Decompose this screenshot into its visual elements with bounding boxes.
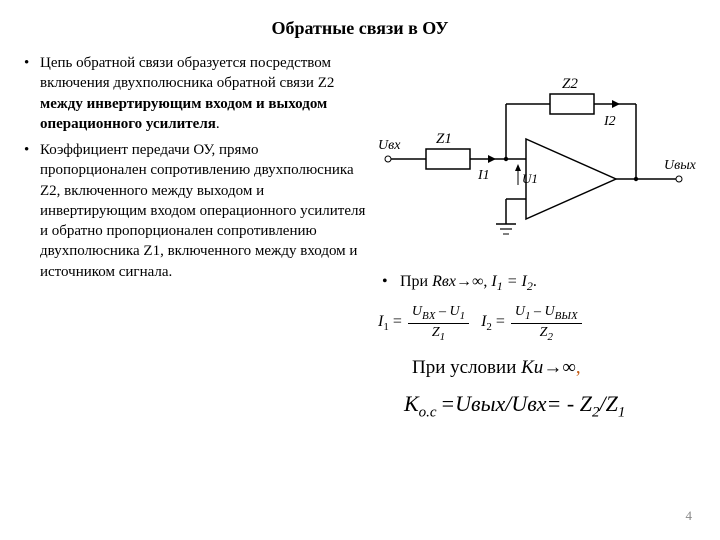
label-uout: Uвых [664, 158, 696, 173]
circuit-diagram: Uвх Uвых Z1 Z2 I1 I2 U1 [376, 59, 696, 259]
label-u1: U1 [522, 171, 538, 186]
mf-z1s: 1 [618, 404, 626, 420]
f2tbs: ВЫХ [555, 310, 578, 322]
mf-eq1: =Uвых/Uвх= - Z [440, 391, 592, 416]
ud-arrow: →∞, [456, 273, 491, 290]
f-eq2: = [492, 313, 505, 330]
rvx-line: • При Rвх→∞, I1 = I2. [382, 273, 696, 294]
ud-rvx: Rвх [432, 273, 456, 290]
ud-pre: При [400, 273, 432, 290]
f2bs: 2 [547, 331, 553, 343]
cond-kui: Ku [521, 357, 543, 378]
mf-k: К [404, 391, 419, 416]
mf-ksub: о.с [419, 404, 441, 420]
f1b: Z [432, 325, 440, 340]
f1bs: 1 [440, 331, 446, 343]
label-i1: I1 [477, 168, 490, 183]
f1ta: U [412, 304, 422, 319]
main-formula: Ко.с =Uвых/Uвх= - Z2/Z1 [404, 391, 696, 421]
formula-i1: I1 = UBX – U1 Z1 [378, 304, 469, 343]
f1tas: BX [422, 310, 435, 322]
f2ta: U [515, 304, 525, 319]
formulas-row: I1 = UBX – U1 Z1 I2 = [378, 304, 696, 343]
bullet-1: • Цепь обратной связи образуется посредс… [24, 53, 368, 134]
cond-arrow: →∞ [543, 357, 576, 378]
page-number: 4 [686, 508, 693, 524]
b2-text: Коэффициент передачи ОУ, прямо пропорцио… [40, 140, 368, 282]
frac-2: U1 – UВЫХ Z2 [511, 304, 582, 343]
cond-pre: При условии [412, 357, 521, 378]
bullet-2: • Коэффициент передачи ОУ, прямо пропорц… [24, 140, 368, 282]
under-diagram: • При Rвх→∞, I1 = I2. I1 = UBX – U1 [376, 273, 696, 421]
left-column: • Цепь обратной связи образуется посредс… [24, 53, 368, 421]
mf-slash: /Z [599, 391, 617, 416]
opamp-svg: Uвх Uвых Z1 Z2 I1 I2 U1 [376, 59, 696, 259]
cond-comma: , [576, 357, 581, 378]
frac-1: UBX – U1 Z1 [408, 304, 469, 343]
f1tm: – U [435, 304, 459, 319]
label-i2: I2 [603, 114, 616, 129]
f1tbs: 1 [460, 310, 466, 322]
condition-line: При условии Ku→∞, [412, 357, 696, 379]
content-row: • Цепь обратной связи образуется посредс… [24, 53, 696, 421]
right-column: Uвх Uвых Z1 Z2 I1 I2 U1 • При Rвх→∞, I1 … [376, 53, 696, 421]
b1-bold: между инвертирующим входом и выходом опе… [40, 96, 327, 132]
ud-mid: = I [503, 273, 527, 290]
bullet-list: • Цепь обратной связи образуется посредс… [24, 53, 368, 282]
f2tm: – U [531, 304, 555, 319]
b1-pre: Цепь обратной связи образуется посредств… [40, 55, 334, 91]
formula-i2: I2 = U1 – UВЫХ Z2 [481, 304, 582, 343]
label-z2: Z2 [562, 76, 578, 92]
label-z1: Z1 [436, 131, 452, 147]
label-uin: Uвх [378, 138, 401, 153]
bullet-marker: • [24, 140, 40, 282]
bullet-marker: • [382, 273, 400, 294]
bullet-marker: • [24, 53, 40, 134]
ud-end: . [533, 273, 537, 290]
f-eq1: = [389, 313, 402, 330]
b1-post: . [216, 116, 220, 132]
slide-title: Обратные связи в ОУ [24, 18, 696, 39]
